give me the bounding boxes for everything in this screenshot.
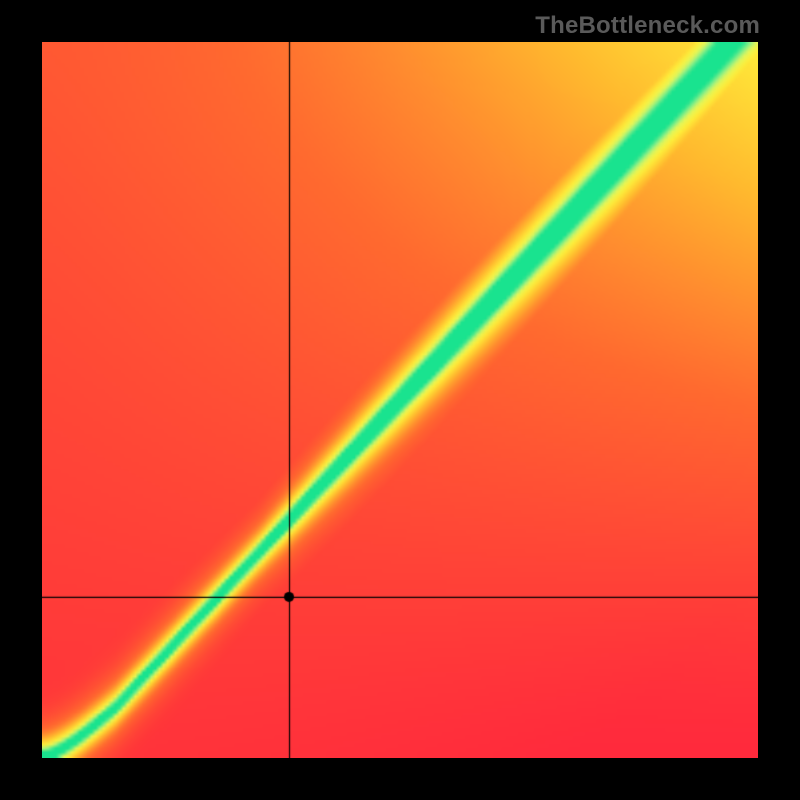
- crosshair-overlay: [42, 42, 758, 758]
- chart-container: TheBottleneck.com: [0, 0, 800, 800]
- watermark-text: TheBottleneck.com: [535, 12, 760, 40]
